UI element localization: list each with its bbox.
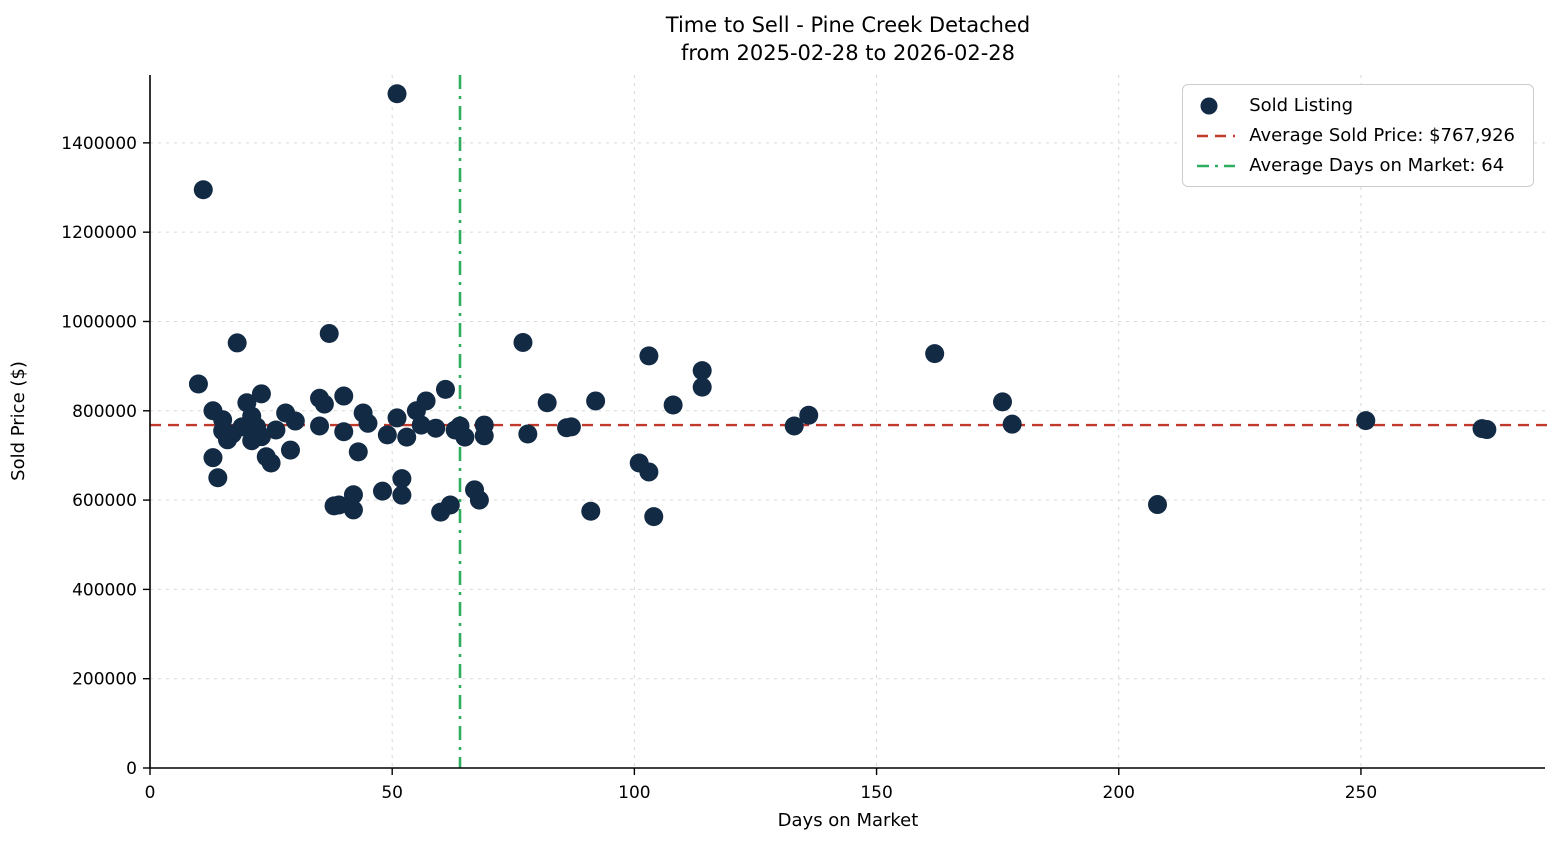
data-point: [392, 485, 412, 505]
y-tick-label: 1200000: [61, 223, 137, 243]
legend-item-average-days: Average Days on Market: 64: [1195, 155, 1515, 176]
data-point: [251, 427, 271, 447]
data-point: [469, 490, 489, 510]
data-point: [692, 377, 712, 397]
data-point: [392, 469, 412, 489]
data-point: [314, 394, 334, 414]
data-point: [537, 393, 557, 413]
x-tick-label: 200: [1103, 783, 1135, 803]
data-point: [799, 405, 819, 425]
data-point: [561, 417, 581, 437]
data-point: [334, 422, 354, 442]
legend: Sold Listing Average Sold Price: $767,92…: [1182, 84, 1534, 187]
x-tick-label: 0: [145, 783, 156, 803]
dashed-line-icon: [1197, 134, 1236, 137]
data-point: [208, 468, 228, 488]
data-point: [387, 84, 407, 104]
legend-label: Sold Listing: [1249, 95, 1354, 116]
data-point: [426, 418, 446, 438]
data-point: [358, 413, 378, 433]
sold-listing-dot-icon: [1200, 97, 1218, 114]
x-tick-label: 150: [860, 783, 892, 803]
y-tick-label: 1400000: [61, 134, 137, 154]
data-point: [285, 411, 305, 431]
data-point: [203, 448, 223, 468]
data-point: [474, 415, 494, 435]
data-point: [518, 424, 538, 444]
data-point: [334, 386, 354, 406]
data-point: [377, 425, 397, 445]
data-point: [343, 485, 363, 505]
data-point: [266, 420, 286, 440]
data-point: [373, 481, 392, 501]
legend-label: Average Days on Market: 64: [1249, 155, 1505, 176]
x-tick-label: 250: [1345, 783, 1377, 803]
x-axis-label: Days on Market: [778, 810, 919, 831]
legend-label: Average Sold Price: $767,926: [1249, 125, 1515, 146]
y-tick-label: 200000: [72, 670, 137, 690]
data-point: [663, 395, 683, 415]
data-point: [310, 416, 330, 436]
data-point: [435, 379, 455, 399]
data-point: [251, 384, 271, 404]
data-point: [1002, 414, 1022, 434]
data-point: [387, 408, 407, 428]
data-point: [193, 180, 213, 200]
data-point: [343, 500, 363, 520]
data-point: [1356, 411, 1376, 431]
data-point: [280, 440, 300, 460]
data-point: [513, 332, 533, 352]
data-point: [188, 374, 208, 394]
data-point: [440, 495, 460, 515]
y-tick-label: 0: [126, 759, 137, 779]
legend-item-sold-listing: Sold Listing: [1195, 95, 1515, 116]
chart-subtitle: from 2025-02-28 to 2026-02-28: [681, 41, 1015, 65]
data-point: [581, 501, 601, 521]
data-point: [925, 344, 945, 364]
y-tick-label: 400000: [72, 580, 137, 600]
data-point: [261, 453, 281, 473]
data-point: [644, 507, 664, 527]
y-tick-label: 1000000: [61, 312, 137, 332]
data-point: [455, 427, 475, 447]
data-point: [329, 495, 349, 515]
dashdot-line-icon: [1197, 164, 1236, 167]
x-tick-label: 100: [618, 783, 650, 803]
data-point: [416, 391, 436, 411]
data-point: [784, 416, 804, 436]
data-points: [188, 84, 1497, 527]
data-point: [1148, 495, 1167, 515]
y-tick-label: 600000: [72, 491, 137, 511]
axes: 0 50 100 150 200 250 0 200000 400000 600000 800000…: [61, 75, 1545, 803]
data-point: [1477, 420, 1497, 440]
y-tick-label: 800000: [72, 402, 137, 422]
data-point: [586, 391, 606, 411]
data-point: [411, 415, 431, 435]
legend-item-average-sold-price: Average Sold Price: $767,926: [1195, 125, 1515, 146]
data-point: [639, 462, 659, 482]
data-point: [993, 392, 1012, 412]
x-tick-label: 50: [381, 783, 403, 803]
data-point: [639, 346, 659, 366]
y-axis-label: Sold Price ($): [8, 361, 29, 481]
data-point: [397, 427, 417, 447]
data-point: [348, 442, 368, 462]
data-point: [227, 333, 247, 353]
data-point: [692, 361, 712, 381]
data-point: [319, 324, 339, 344]
chart-title: Time to Sell - Pine Creek Detached: [665, 13, 1030, 37]
